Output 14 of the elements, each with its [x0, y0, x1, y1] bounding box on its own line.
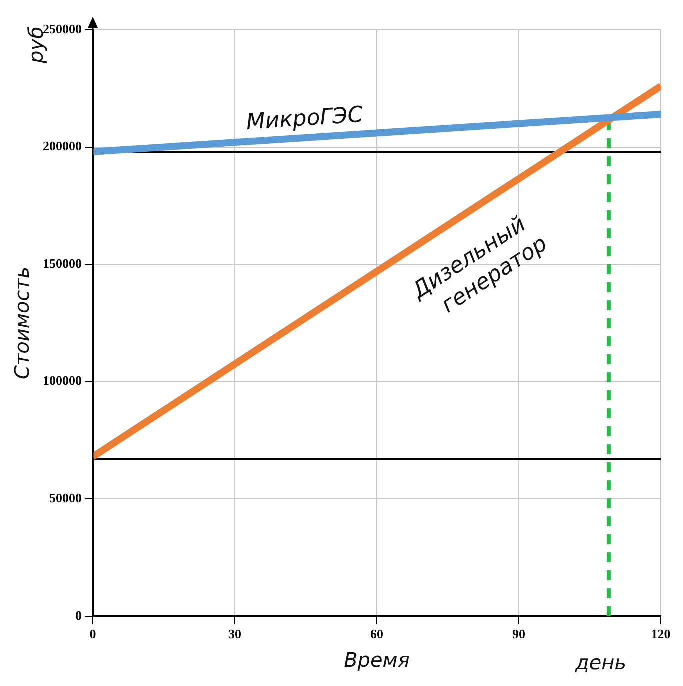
text: день — [574, 650, 626, 675]
y-tick-label: 100000 — [43, 373, 82, 388]
x-tick-label: 90 — [512, 626, 526, 642]
y-tick-label: 50000 — [50, 490, 82, 506]
x-tick-label: 60 — [370, 626, 384, 642]
y-tick-label: 150000 — [43, 256, 82, 271]
y-tick-label: 200000 — [43, 138, 82, 154]
x-tick-label: 120 — [651, 626, 671, 642]
x-tick-label: 0 — [90, 626, 96, 642]
y-tick-label: 0 — [76, 608, 82, 623]
series-label: МикроГЭС — [246, 102, 365, 136]
x-tick-label: 30 — [228, 626, 242, 642]
y-axis-title: Стоимость — [10, 266, 34, 380]
x-axis-title: Время — [344, 648, 410, 672]
